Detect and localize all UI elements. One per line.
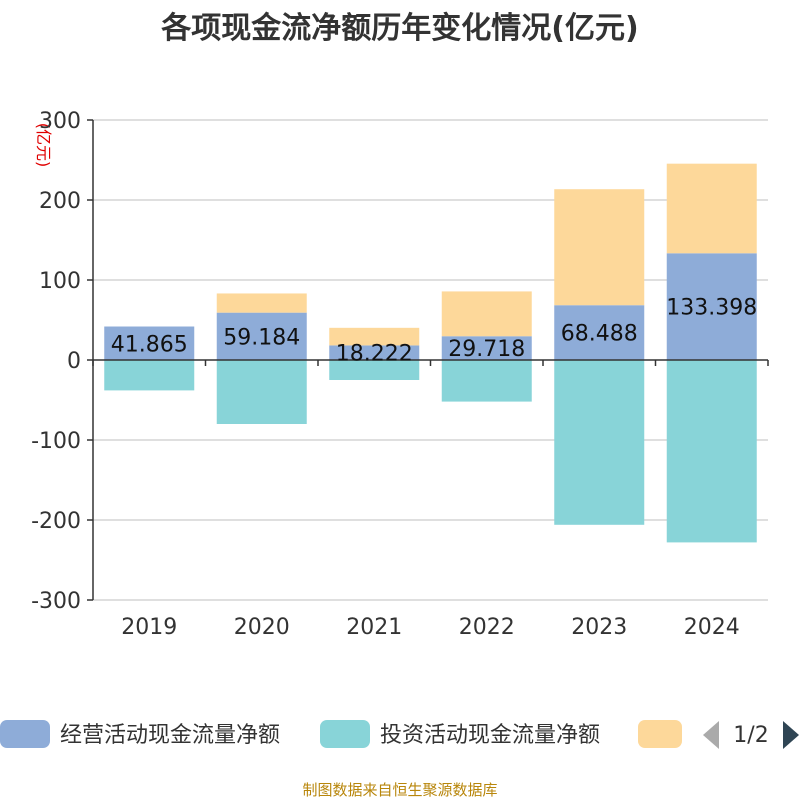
source-footer: 制图数据来自恒生聚源数据库 xyxy=(302,781,497,799)
x-tick-label: 2021 xyxy=(346,615,402,640)
y-tick-label: 200 xyxy=(39,189,81,214)
bar-series0-2023[interactable] xyxy=(554,305,645,360)
y-tick-label: -300 xyxy=(31,589,81,614)
x-tick-label: 2022 xyxy=(459,615,515,640)
data-labels: 41.865 59.184 18.222 29.718 68.488 133.398 xyxy=(111,296,757,367)
legend-label-0[interactable]: 经营活动现金流量净额 xyxy=(60,723,280,748)
bar-series0-2020[interactable] xyxy=(216,312,307,360)
bar-series0-2021[interactable] xyxy=(329,345,420,360)
data-label: 18.222 xyxy=(336,342,413,367)
bar-series0-2022[interactable] xyxy=(441,336,532,360)
bar-series1-2019[interactable] xyxy=(104,360,195,391)
y-tick-label: 100 xyxy=(39,269,81,294)
legend-next-page-icon[interactable] xyxy=(783,721,799,749)
bar-series1-2023[interactable] xyxy=(554,360,645,525)
legend-swatch-1[interactable] xyxy=(320,720,370,748)
x-tick-label: 2023 xyxy=(571,615,627,640)
data-label: 133.398 xyxy=(666,296,757,321)
legend-label-1[interactable]: 投资活动现金流量净额 xyxy=(380,723,600,748)
y-axis-unit-label: (亿元) xyxy=(34,123,53,168)
bar-series2-2022[interactable] xyxy=(441,291,532,337)
data-label: 68.488 xyxy=(561,322,638,347)
y-tick-label: 300 xyxy=(39,109,81,134)
bar-series2-2021[interactable] xyxy=(329,327,420,346)
legend-prev-page-icon[interactable] xyxy=(703,721,719,749)
data-label: 41.865 xyxy=(111,332,188,357)
x-tick-label: 2024 xyxy=(684,615,740,640)
bar-series1-2024[interactable] xyxy=(666,360,757,543)
data-label: 59.184 xyxy=(223,325,300,350)
x-tick-label: 2020 xyxy=(234,615,290,640)
legend-swatch-2[interactable] xyxy=(638,720,682,748)
legend: 经营活动现金流量净额 投资活动现金流量净额 1/2 xyxy=(0,720,799,749)
legend-page-indicator: 1/2 xyxy=(733,723,768,748)
bar-series1-2022[interactable] xyxy=(441,360,532,402)
chart-title: 各项现金流净额历年变化情况(亿元) xyxy=(160,11,638,46)
bar-series2-2020[interactable] xyxy=(216,293,307,313)
bars xyxy=(104,163,757,543)
x-tick-label: 2019 xyxy=(121,615,177,640)
bar-series1-2021[interactable] xyxy=(329,360,420,380)
bar-series0-2024[interactable] xyxy=(666,253,757,360)
bar-series2-2023[interactable] xyxy=(554,189,645,306)
bar-series1-2020[interactable] xyxy=(216,360,307,424)
y-tick-label: 0 xyxy=(67,349,81,374)
legend-swatch-0[interactable] xyxy=(0,720,50,748)
grid-lines xyxy=(93,119,768,601)
bar-series2-2024[interactable] xyxy=(666,163,757,254)
axes: 300 200 100 0 -100 -200 -300 2019 2020 2021 2022 20… xyxy=(31,109,769,640)
bar-series0-2019[interactable] xyxy=(104,326,195,360)
data-label: 29.718 xyxy=(448,337,525,362)
y-tick-label: -200 xyxy=(31,509,81,534)
y-tick-label: -100 xyxy=(31,429,81,454)
